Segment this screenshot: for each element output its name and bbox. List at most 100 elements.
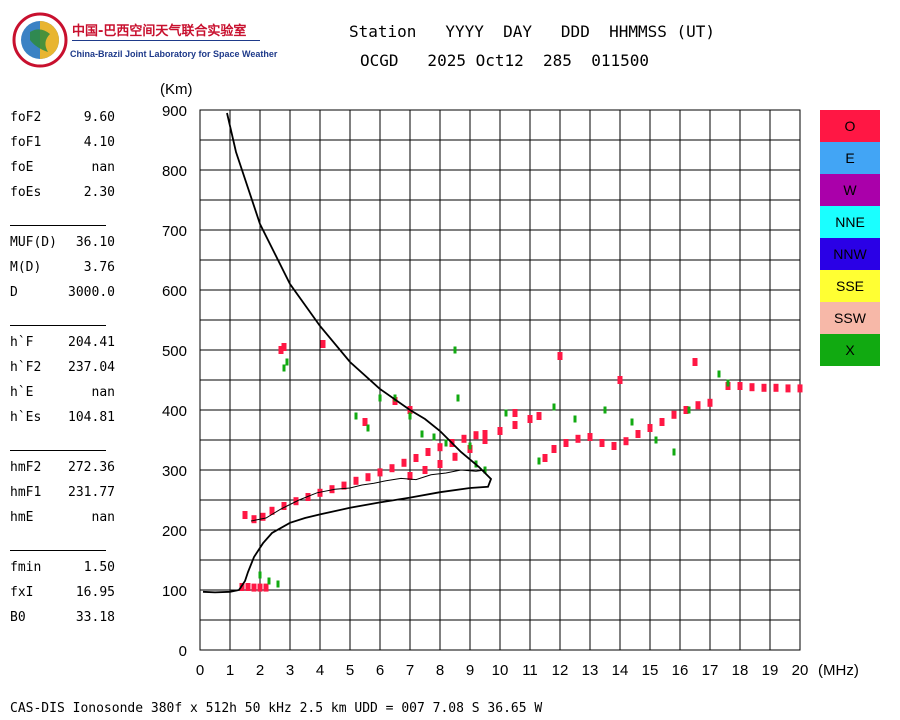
data-point-o-trace xyxy=(425,448,431,456)
data-point-o-trace xyxy=(245,583,251,591)
data-point-o-trace xyxy=(575,434,581,443)
legend-item-sse: SSE xyxy=(820,270,880,302)
param-label-fmin: fmin xyxy=(10,560,42,575)
param-label-md: M(D) xyxy=(10,260,42,275)
data-point-o-trace xyxy=(437,460,443,468)
x-tick-label: 6 xyxy=(376,662,384,679)
data-point-o-trace xyxy=(749,383,755,392)
y-tick-label: 500 xyxy=(162,343,187,360)
param-value-fmin: 1.50 xyxy=(83,560,115,575)
param-label-d: D xyxy=(10,285,18,300)
param-separator xyxy=(10,450,106,451)
param-label-b0: B0 xyxy=(10,610,26,625)
data-point-o-trace xyxy=(659,418,665,426)
legend-item-o: O xyxy=(820,110,880,142)
data-point-o-trace xyxy=(683,406,689,414)
param-label-he: h`E xyxy=(10,385,34,400)
y-tick-label: 0 xyxy=(179,643,187,660)
param-value-hme: nan xyxy=(91,510,115,525)
true-height-profile-curve xyxy=(202,112,493,594)
data-point-x-trace xyxy=(354,412,358,420)
param-label-foes: foEs xyxy=(10,185,42,200)
param-value-fxi: 16.95 xyxy=(75,585,115,600)
x-tick-label: 2 xyxy=(256,662,264,679)
data-point-x-trace xyxy=(267,577,271,585)
data-point-x-trace xyxy=(672,448,676,456)
data-point-o-trace xyxy=(389,464,395,473)
param-label-mufd: MUF(D) xyxy=(10,235,57,250)
data-point-x-trace xyxy=(537,457,541,465)
param-label-fof1: foF1 xyxy=(10,135,42,150)
data-point-o-trace xyxy=(527,415,533,423)
data-point-o-trace xyxy=(377,468,383,477)
polarization-legend: O E W NNE NNW SSE SSW X xyxy=(820,110,880,366)
x-tick-label: 15 xyxy=(642,662,659,679)
param-value-hmf1: 231.77 xyxy=(68,485,115,500)
param-label-hme: hmE xyxy=(10,510,34,525)
x-tick-label: 12 xyxy=(552,662,569,679)
legend-item-nne: NNE xyxy=(820,206,880,238)
data-point-o-trace xyxy=(353,476,359,485)
y-tick-label: 200 xyxy=(162,523,187,540)
data-point-o-trace xyxy=(305,493,311,501)
param-value-d: 3000.0 xyxy=(68,285,115,300)
lab-title-chinese: 中国-巴西空间天气联合实验室 xyxy=(72,24,247,39)
data-point-x-trace xyxy=(258,571,262,579)
data-point-o-trace xyxy=(695,401,701,410)
y-axis-label: (Km) xyxy=(160,81,193,98)
x-tick-label: 5 xyxy=(346,662,354,679)
param-value-fof1: 4.10 xyxy=(83,135,115,150)
x-tick-label: 11 xyxy=(522,662,538,679)
data-point-o-trace xyxy=(362,418,368,426)
parameter-panel: foF2 9.60 foF1 4.10 foE nan foEs 2.30 MUF(D) 36.1… xyxy=(10,0,130,720)
footer-info: CAS-DIS Ionosonde 380f x 512h 50 kHz 2.5… xyxy=(10,701,543,716)
param-value-hmf2: 272.36 xyxy=(68,460,115,475)
data-point-x-trace xyxy=(468,442,472,450)
data-point-x-trace xyxy=(420,430,424,438)
data-point-o-trace xyxy=(278,346,284,354)
data-point-o-trace xyxy=(611,442,617,450)
lab-logo-emblem xyxy=(12,12,68,68)
param-label-fxi: fxI xyxy=(10,585,34,600)
param-separator xyxy=(10,325,106,326)
legend-item-w: W xyxy=(820,174,880,206)
data-point-o-trace xyxy=(671,410,677,419)
data-point-o-trace xyxy=(242,511,248,519)
data-point-o-trace xyxy=(692,358,698,366)
param-label-hmf1: hmF1 xyxy=(10,485,42,500)
data-point-x-trace xyxy=(393,394,397,402)
data-point-o-trace xyxy=(407,472,413,480)
param-label-hmf2: hmF2 xyxy=(10,460,42,475)
param-value-hf2: 237.04 xyxy=(68,360,115,375)
x-tick-label: 13 xyxy=(582,662,599,679)
data-point-x-trace xyxy=(285,358,289,366)
data-point-o-trace xyxy=(401,458,407,467)
data-point-x-trace xyxy=(726,379,730,387)
param-value-hf: 204.41 xyxy=(68,335,115,350)
param-label-hes: h`Es xyxy=(10,410,42,425)
data-point-x-trace xyxy=(717,370,721,378)
param-label-hf2: h`F2 xyxy=(10,360,42,375)
data-point-x-trace xyxy=(552,403,556,411)
data-point-o-trace xyxy=(617,376,623,384)
x-axis-label: (MHz) xyxy=(818,662,859,679)
x-tick-label: 4 xyxy=(316,662,324,679)
data-point-x-trace xyxy=(453,346,457,354)
data-point-o-trace xyxy=(635,430,641,438)
param-value-foe: nan xyxy=(91,160,115,175)
data-point-o-trace xyxy=(647,424,653,432)
y-tick-label: 400 xyxy=(162,403,187,420)
data-point-o-trace xyxy=(281,343,287,351)
data-point-x-trace xyxy=(456,394,460,402)
data-point-o-trace xyxy=(542,454,548,462)
data-point-x-trace xyxy=(408,412,412,420)
data-point-o-trace xyxy=(536,412,542,420)
legend-item-x: X xyxy=(820,334,880,366)
data-point-o-trace xyxy=(281,502,287,510)
param-separator xyxy=(10,225,106,226)
data-point-o-trace xyxy=(260,512,266,521)
param-value-b0: 33.18 xyxy=(75,610,115,625)
data-point-o-trace xyxy=(482,430,488,438)
data-point-o-trace xyxy=(365,473,371,482)
data-point-x-trace xyxy=(603,406,607,414)
